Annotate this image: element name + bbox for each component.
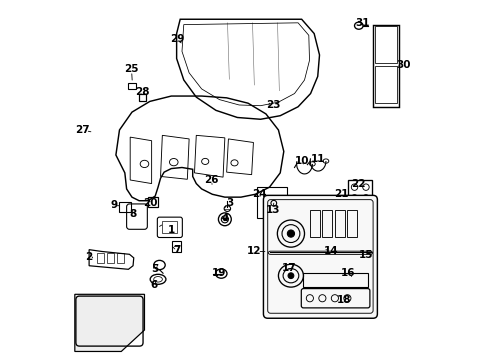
Text: 2: 2 [84, 252, 92, 262]
Text: 28: 28 [135, 87, 149, 98]
Bar [172, 241, 181, 252]
Bar [128, 83, 135, 89]
Text: 7: 7 [173, 245, 180, 255]
FancyBboxPatch shape [263, 195, 377, 318]
Bar [148, 197, 158, 207]
Ellipse shape [287, 273, 293, 279]
Bar [346, 210, 357, 237]
Text: 17: 17 [281, 262, 296, 273]
Bar [139, 94, 145, 102]
Text: 8: 8 [129, 209, 136, 219]
Text: 30: 30 [395, 60, 410, 70]
Text: 23: 23 [265, 100, 280, 110]
Text: 24: 24 [252, 189, 266, 199]
Text: 12: 12 [246, 247, 261, 256]
Text: 3: 3 [226, 198, 233, 208]
Bar [309, 210, 319, 237]
Bar [334, 210, 344, 237]
Bar [374, 66, 397, 103]
Text: 13: 13 [265, 205, 280, 215]
Bar [117, 253, 124, 263]
Bar [372, 24, 398, 107]
Text: 16: 16 [340, 268, 355, 278]
Bar [97, 253, 104, 263]
Text: 21: 21 [334, 189, 348, 199]
Text: 19: 19 [211, 268, 225, 278]
Text: 10: 10 [294, 157, 308, 166]
Text: 18: 18 [337, 295, 351, 305]
Bar [303, 273, 367, 287]
Ellipse shape [287, 230, 294, 237]
Polygon shape [75, 294, 144, 351]
Bar [257, 187, 287, 217]
Text: 26: 26 [204, 175, 219, 185]
Text: 29: 29 [170, 34, 184, 44]
Text: 6: 6 [150, 280, 158, 291]
Text: 5: 5 [150, 264, 158, 274]
Text: 22: 22 [351, 179, 366, 189]
Bar [107, 253, 114, 263]
Text: 4: 4 [221, 212, 228, 222]
Bar [347, 180, 372, 217]
Text: 11: 11 [310, 154, 325, 163]
Text: 25: 25 [123, 64, 138, 74]
Text: 27: 27 [75, 125, 90, 135]
Text: 20: 20 [143, 198, 158, 208]
Text: 31: 31 [354, 18, 369, 28]
Ellipse shape [223, 218, 225, 221]
Text: 15: 15 [358, 250, 372, 260]
Bar [119, 202, 131, 212]
Text: 14: 14 [323, 247, 338, 256]
Text: 1: 1 [167, 225, 175, 235]
Bar [322, 210, 332, 237]
Bar [162, 221, 177, 233]
Text: 9: 9 [110, 200, 118, 210]
Bar [374, 26, 397, 63]
